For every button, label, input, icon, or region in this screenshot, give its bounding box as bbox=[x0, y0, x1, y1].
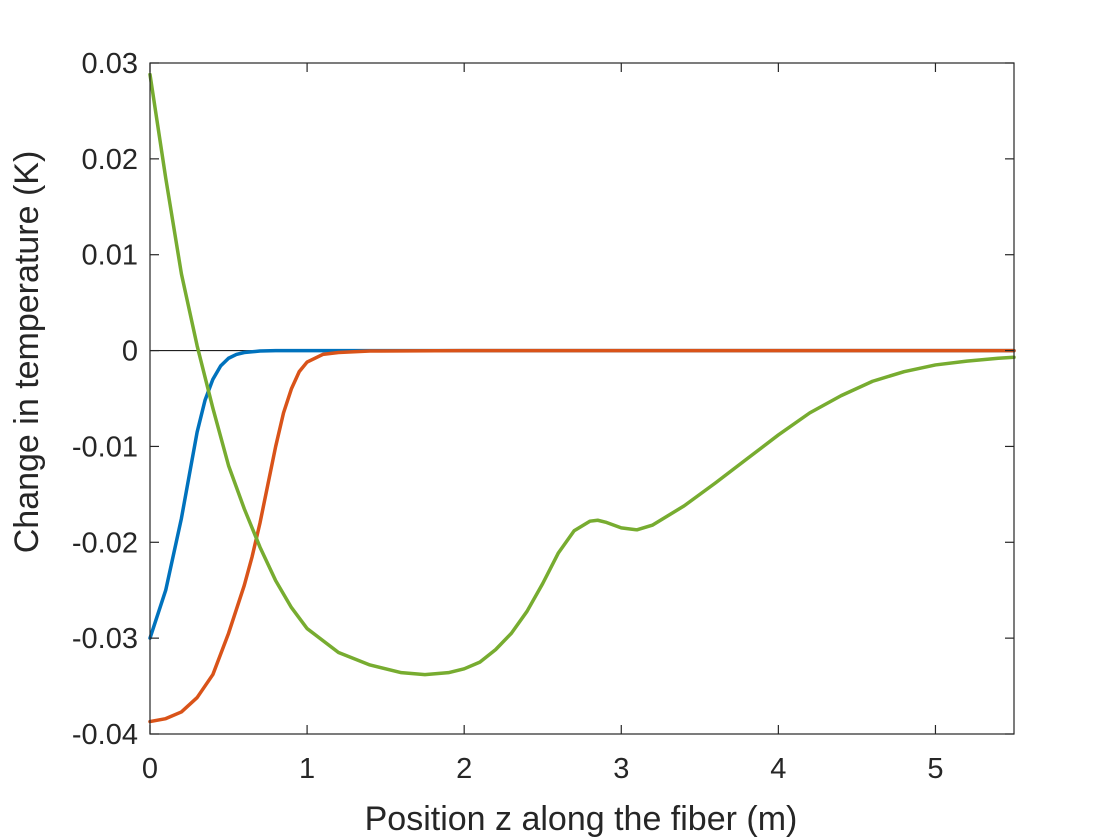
y-axis-title: Change in temperature (K) bbox=[8, 151, 46, 554]
series-line-3 bbox=[148, 72, 1016, 677]
y-tick-label: 0.02 bbox=[82, 144, 138, 176]
y-tick-label: -0.04 bbox=[72, 719, 138, 751]
x-tick-label: 4 bbox=[770, 753, 786, 785]
y-tick-label: 0.03 bbox=[82, 48, 138, 80]
y-tick-label: -0.01 bbox=[72, 431, 138, 463]
y-tick-label: 0.01 bbox=[82, 240, 138, 272]
x-axis-title: Position z along the fiber (m) bbox=[365, 800, 798, 838]
y-tick-label: 0 bbox=[122, 336, 138, 368]
x-tick-label: 0 bbox=[142, 753, 158, 785]
series-line-1 bbox=[148, 348, 1016, 640]
y-tick-label: -0.03 bbox=[72, 623, 138, 655]
series-line-2 bbox=[148, 348, 1016, 724]
plot-area: 0 1 2 3 4 5 -0.04 -0.03 -0.02 -0.01 0 0.01 0.02 0.03 bbox=[72, 48, 1016, 785]
axes-box bbox=[149, 62, 1015, 735]
x-tick-label: 5 bbox=[927, 753, 943, 785]
x-tick-label: 2 bbox=[456, 753, 472, 785]
x-tick-label: 1 bbox=[299, 753, 315, 785]
y-tick-label: -0.02 bbox=[72, 527, 138, 559]
x-tick-label: 3 bbox=[613, 753, 629, 785]
